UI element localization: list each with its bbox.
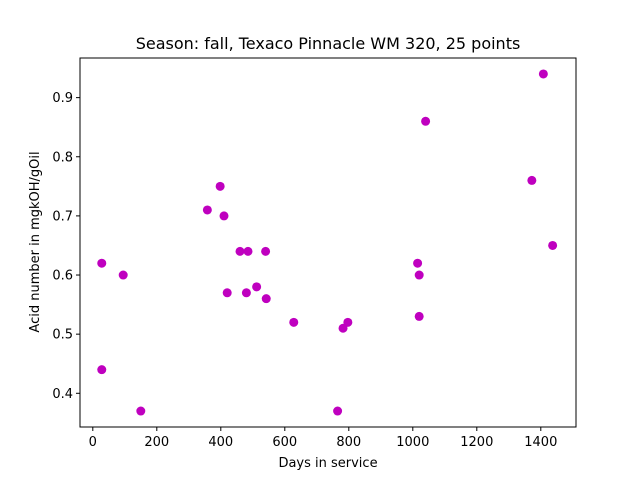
y-tick-label: 0.9 bbox=[52, 91, 73, 106]
data-point bbox=[548, 241, 557, 250]
data-point bbox=[203, 205, 212, 214]
x-tick-label: 1200 bbox=[460, 435, 493, 450]
y-tick-label: 0.7 bbox=[52, 209, 73, 224]
data-point bbox=[539, 69, 548, 78]
data-point bbox=[413, 259, 422, 268]
data-point bbox=[415, 271, 424, 280]
y-tick-label: 0.6 bbox=[52, 269, 73, 284]
data-point bbox=[236, 247, 245, 256]
x-tick-label: 600 bbox=[272, 435, 297, 450]
x-tick-label: 0 bbox=[89, 435, 97, 450]
data-point bbox=[220, 211, 229, 220]
data-point bbox=[119, 271, 128, 280]
y-axis-label: Acid number in mgkOH/gOil bbox=[28, 151, 43, 332]
x-tick-label: 800 bbox=[336, 435, 361, 450]
x-tick-label: 400 bbox=[208, 435, 233, 450]
data-point bbox=[421, 117, 430, 126]
data-point bbox=[261, 247, 270, 256]
data-point bbox=[527, 176, 536, 185]
y-tick-label: 0.8 bbox=[52, 150, 73, 165]
data-point bbox=[262, 294, 271, 303]
data-point bbox=[244, 247, 253, 256]
data-point bbox=[252, 282, 261, 291]
x-axis-label: Days in service bbox=[278, 456, 377, 471]
data-point bbox=[223, 288, 232, 297]
data-point bbox=[216, 182, 225, 191]
data-point bbox=[343, 318, 352, 327]
x-tick-label: 200 bbox=[144, 435, 169, 450]
data-point bbox=[97, 259, 106, 268]
chart-title: Season: fall, Texaco Pinnacle WM 320, 25… bbox=[136, 34, 521, 53]
y-tick-label: 0.4 bbox=[52, 387, 73, 402]
data-point bbox=[333, 407, 342, 416]
data-point bbox=[415, 312, 424, 321]
x-tick-label: 1000 bbox=[396, 435, 429, 450]
data-point bbox=[289, 318, 298, 327]
data-point bbox=[242, 288, 251, 297]
y-tick-label: 0.5 bbox=[52, 328, 73, 343]
x-tick-label: 1400 bbox=[524, 435, 557, 450]
data-point bbox=[97, 365, 106, 374]
data-point bbox=[136, 407, 145, 416]
